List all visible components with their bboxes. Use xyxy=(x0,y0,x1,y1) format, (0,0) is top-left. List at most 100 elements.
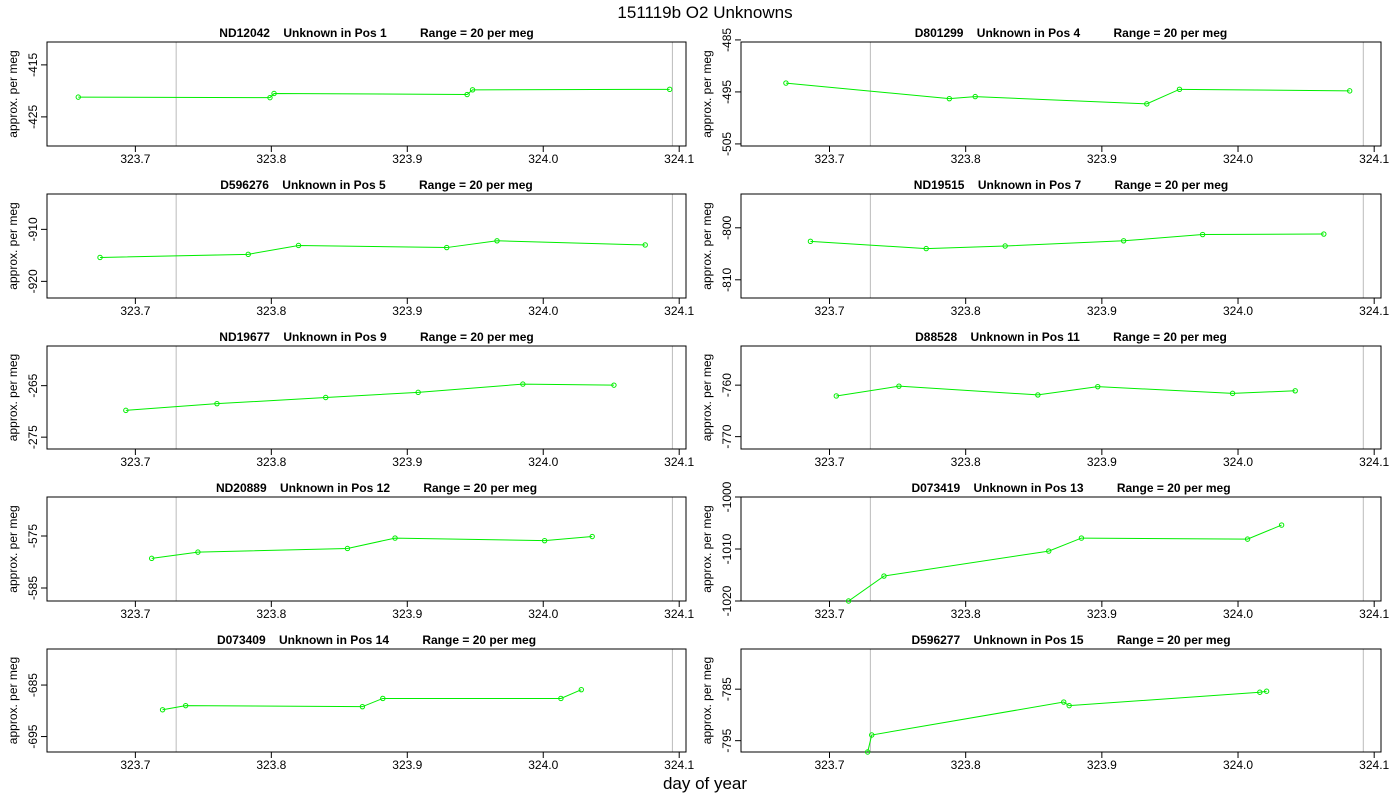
y-tick-label: -920 xyxy=(26,269,40,293)
panel-7: ND20889 Unknown in Pos 12 Range = 20 per… xyxy=(6,481,695,621)
x-tick-label: 323.7 xyxy=(120,304,150,318)
x-tick-label: 323.8 xyxy=(951,455,981,469)
x-tick-label: 323.8 xyxy=(256,304,286,318)
data-point xyxy=(869,732,875,738)
x-tick-label: 324.1 xyxy=(1359,758,1389,772)
panel-title: D596277 Unknown in Pos 15 Range = 20 per… xyxy=(911,633,1230,647)
x-tick-label: 323.9 xyxy=(392,758,422,772)
panel-6: D88528 Unknown in Pos 11 Range = 20 per … xyxy=(700,330,1390,469)
panel-title: D073419 Unknown in Pos 13 Range = 20 per… xyxy=(911,481,1230,495)
x-tick-label: 323.9 xyxy=(392,152,422,166)
plot-frame xyxy=(46,345,687,450)
data-point xyxy=(833,393,840,399)
x-tick-label: 324.0 xyxy=(1223,758,1253,772)
x-tick-label: 323.9 xyxy=(1087,758,1117,772)
data-point xyxy=(344,545,351,552)
panel-title: ND19677 Unknown in Pos 9 Range = 20 per … xyxy=(219,330,533,344)
y-tick-label: -695 xyxy=(26,724,40,748)
data-point xyxy=(946,95,953,102)
x-tick-label: 324.1 xyxy=(1359,455,1389,469)
plot-frame xyxy=(46,193,687,299)
x-axis-title: day of year xyxy=(662,774,748,793)
x-tick-label: 323.9 xyxy=(392,455,422,469)
x-tick-label: 324.1 xyxy=(1359,304,1389,318)
data-point xyxy=(444,244,450,251)
series-line xyxy=(100,240,646,258)
data-point xyxy=(1061,699,1067,705)
series-line xyxy=(151,536,593,559)
panel-title: ND12042 Unknown in Pos 1 Range = 20 per … xyxy=(219,26,533,40)
data-point xyxy=(1046,548,1052,554)
data-point xyxy=(1095,383,1101,390)
series-line xyxy=(867,690,1267,752)
y-tick-label: -485 xyxy=(720,28,734,52)
series-line xyxy=(848,524,1282,601)
panel-title: ND20889 Unknown in Pos 12 Range = 20 per… xyxy=(216,481,537,495)
data-point xyxy=(245,251,251,258)
data-point xyxy=(1263,688,1270,694)
plot-frame xyxy=(740,345,1382,450)
y-axis-label: approx. per meg xyxy=(700,657,714,744)
data-point xyxy=(1346,88,1353,94)
y-axis-label: approx. per meg xyxy=(700,354,714,441)
x-tick-label: 323.7 xyxy=(814,304,844,318)
data-point xyxy=(195,549,201,555)
x-tick-label: 323.7 xyxy=(814,758,844,772)
data-point xyxy=(469,87,476,93)
y-tick-label: -585 xyxy=(26,576,40,600)
data-point xyxy=(1278,522,1285,528)
data-point xyxy=(864,749,871,755)
plot-frame xyxy=(740,41,1382,147)
plot-frame xyxy=(46,41,687,147)
panel-2: D801299 Unknown in Pos 4 Range = 20 per … xyxy=(700,26,1390,166)
x-tick-label: 323.9 xyxy=(1087,304,1117,318)
x-tick-label: 323.8 xyxy=(256,607,286,621)
x-tick-label: 323.8 xyxy=(951,758,981,772)
data-point xyxy=(881,573,887,579)
y-tick-label: -810 xyxy=(720,267,734,291)
data-point xyxy=(1066,702,1072,709)
x-tick-label: 324.0 xyxy=(528,607,558,621)
x-tick-label: 323.7 xyxy=(814,607,844,621)
panel-1: ND12042 Unknown in Pos 1 Range = 20 per … xyxy=(6,26,695,166)
panel-10: D596277 Unknown in Pos 15 Range = 20 per… xyxy=(700,633,1390,772)
x-tick-label: 323.9 xyxy=(1087,607,1117,621)
panel-title: D88528 Unknown in Pos 11 Range = 20 per … xyxy=(915,330,1227,344)
x-tick-label: 323.9 xyxy=(1087,455,1117,469)
y-tick-label: -685 xyxy=(26,673,40,697)
data-point xyxy=(642,242,648,248)
data-point xyxy=(323,394,329,401)
x-tick-label: 324.1 xyxy=(664,152,694,166)
panel-title: D801299 Unknown in Pos 4 Range = 20 per … xyxy=(915,26,1227,40)
series-line xyxy=(836,385,1296,397)
data-point xyxy=(267,94,273,101)
data-point xyxy=(541,537,548,544)
x-tick-label: 324.1 xyxy=(664,758,694,772)
y-axis-label: approx. per meg xyxy=(6,657,20,744)
x-tick-label: 324.0 xyxy=(1223,607,1253,621)
data-point xyxy=(1120,238,1127,244)
panel-4: ND19515 Unknown in Pos 7 Range = 20 per … xyxy=(700,178,1390,318)
y-tick-label: -1000 xyxy=(720,481,734,512)
series-line xyxy=(785,82,1350,105)
panel-title: D596276 Unknown in Pos 5 Range = 20 per … xyxy=(220,178,532,192)
y-tick-label: -770 xyxy=(720,424,734,448)
panel-8: D073419 Unknown in Pos 13 Range = 20 per… xyxy=(700,481,1390,621)
data-point xyxy=(666,86,673,93)
x-tick-label: 323.8 xyxy=(256,455,286,469)
x-tick-label: 323.7 xyxy=(120,455,150,469)
data-point xyxy=(464,91,470,98)
y-axis-label: approx. per meg xyxy=(700,505,714,592)
y-tick-label: -275 xyxy=(26,425,40,449)
data-point xyxy=(1199,231,1206,238)
data-point xyxy=(392,535,398,541)
data-point xyxy=(520,381,526,387)
y-tick-label: -785 xyxy=(720,677,734,701)
plot-frame xyxy=(46,648,687,753)
data-point xyxy=(896,383,902,389)
y-tick-label: -795 xyxy=(720,728,734,752)
x-tick-label: 324.1 xyxy=(1359,607,1389,621)
y-tick-label: -1020 xyxy=(720,585,734,616)
data-point xyxy=(123,407,129,414)
x-tick-label: 324.0 xyxy=(1223,455,1253,469)
